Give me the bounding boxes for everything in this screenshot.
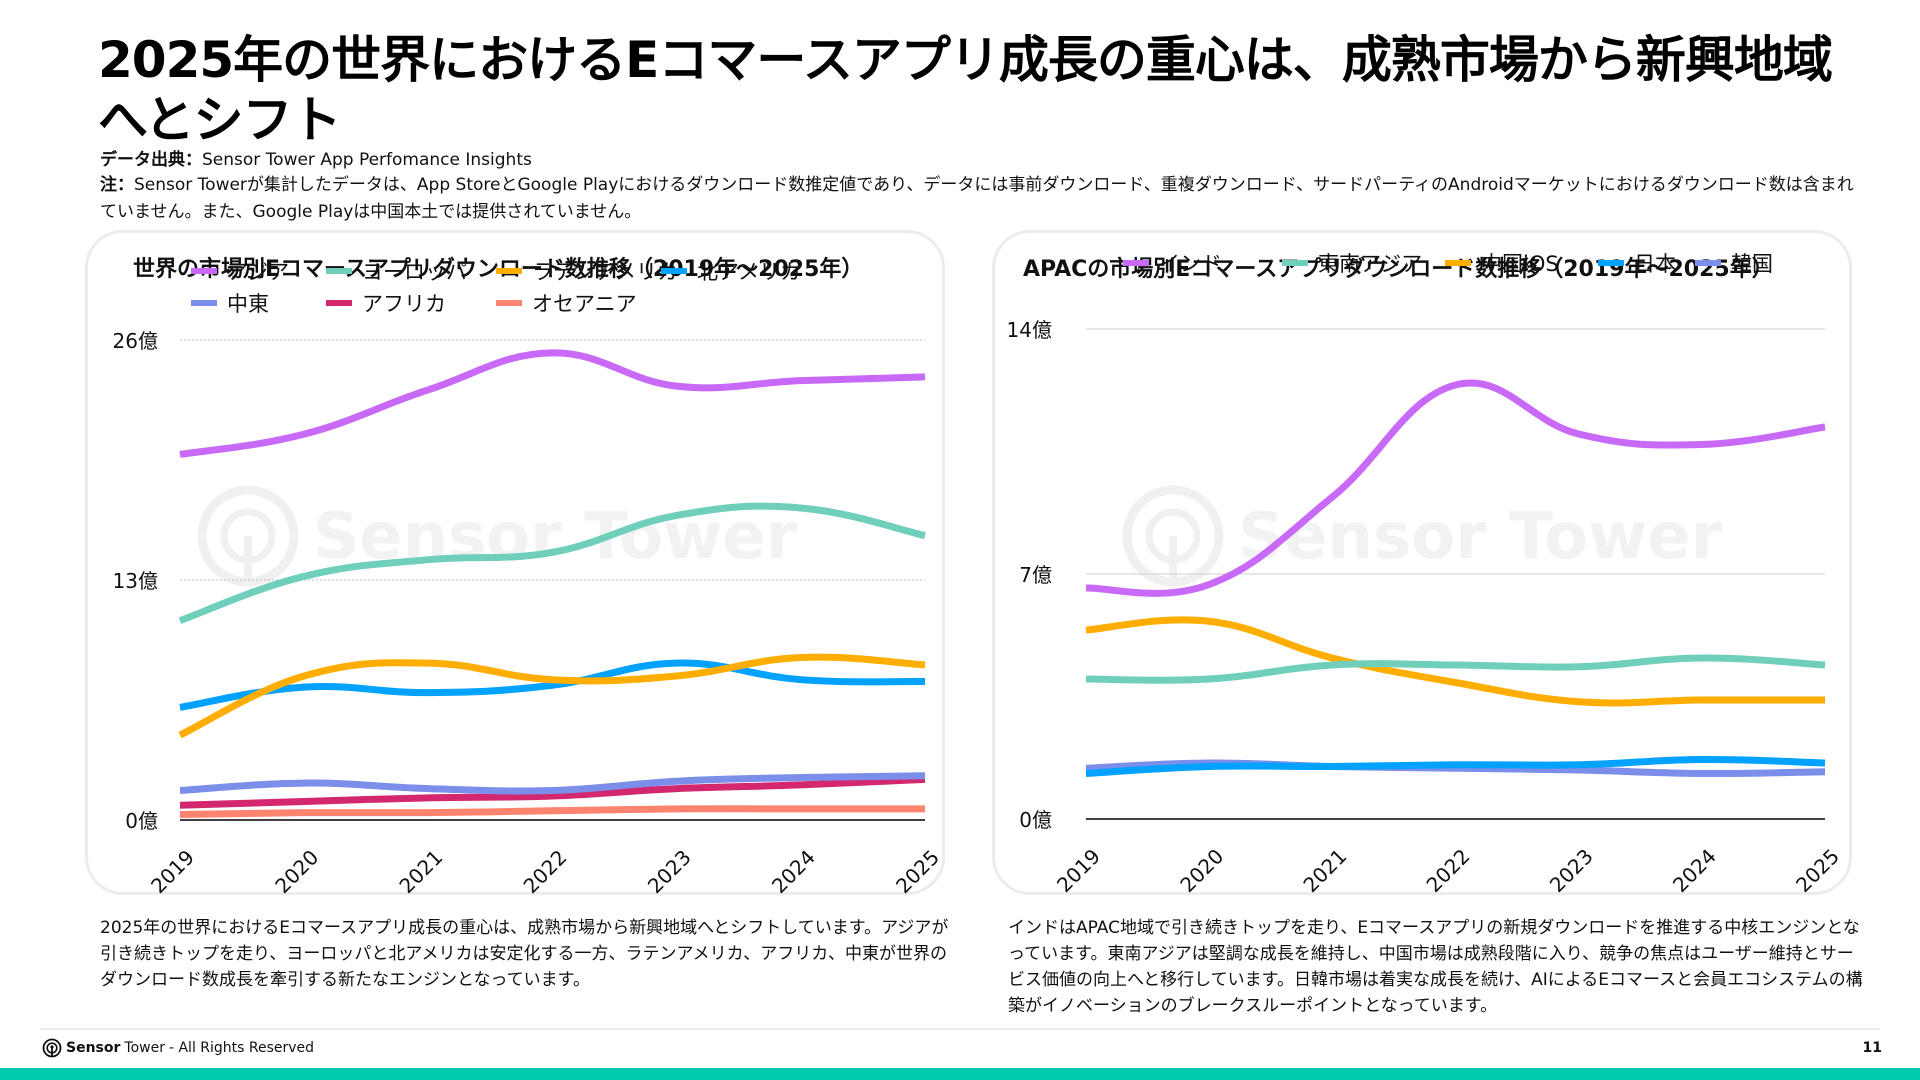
- apac-line-chart: Sensor Tower 0億 7億 14億 2019 2020 2021 2022 2023 2…: [1007, 252, 1845, 897]
- x-tick-label: 2019: [1052, 844, 1105, 897]
- legend-label: 中国iOS: [1481, 252, 1559, 276]
- x-tick-label: 2024: [1668, 844, 1721, 897]
- x-tick-label: 2025: [1791, 844, 1844, 897]
- x-tick-label: 2022: [519, 845, 572, 898]
- y-tick-label: 13億: [113, 569, 158, 593]
- legend-item[interactable]: 東南アジア: [1282, 252, 1422, 276]
- global-line-chart: Sensor Tower 0億 13億 26億 2019 2020 2021 2022 2023…: [113, 260, 945, 898]
- footer-brand-strong: Sensor: [66, 1040, 121, 1056]
- x-tick-label: 2024: [767, 845, 820, 898]
- legend-item[interactable]: 中東: [191, 292, 269, 316]
- global-chart-card: 世界の市場別Eコマースアプリダウンロード数推移（2019年～2025年） Sen…: [85, 230, 945, 898]
- legend-label: 韓国: [1731, 252, 1773, 276]
- data-note-label: 注：: [100, 175, 134, 195]
- footer-rights: - All Rights Reserved: [168, 1040, 315, 1056]
- legend-item[interactable]: ヨーロッパ: [326, 260, 467, 284]
- apac-chart-card: APACの市場別Eコマースアプリダウンロード数推移（2019年～2025年） S…: [992, 230, 1852, 897]
- legend-item[interactable]: 中国iOS: [1445, 252, 1559, 276]
- data-note: 注：Sensor Towerが集計したデータは、App StoreとGoogle…: [100, 172, 1860, 226]
- y-tick-label: 7億: [1019, 563, 1052, 587]
- footer-brand: Sensor Tower - All Rights Reserved: [42, 1038, 314, 1058]
- legend-item[interactable]: 北アメリカ: [661, 260, 801, 284]
- legend-label: 中東: [227, 292, 269, 316]
- legend-label: アジア: [227, 260, 289, 284]
- legend-item[interactable]: 日本: [1598, 252, 1676, 276]
- x-tick-label: 2020: [270, 845, 323, 898]
- x-tick-label: 2020: [1175, 844, 1228, 897]
- legend-swatch: [191, 300, 217, 306]
- series-line-1: [179, 349, 926, 458]
- x-tick-label: 2022: [1422, 844, 1475, 897]
- footer-brand-light: Tower: [124, 1040, 165, 1056]
- watermark-logo-icon: [1122, 485, 1224, 587]
- sensor-tower-watermark: Sensor Tower: [1122, 485, 1723, 587]
- legend-swatch: [1282, 260, 1308, 266]
- legend-item[interactable]: オセアニア: [496, 292, 637, 316]
- x-tick-label: 2025: [891, 845, 944, 898]
- legend-swatch: [1123, 260, 1149, 266]
- apac-description: インドはAPAC地域で引き続きトップを走り、Eコマースアプリの新規ダウンロードを…: [1008, 918, 1863, 1016]
- legend-swatch: [326, 268, 352, 274]
- legend-label: 日本: [1634, 252, 1676, 276]
- legend-label: ラテンアメリカ: [532, 260, 678, 284]
- legend-item[interactable]: アフリカ: [326, 292, 446, 316]
- legend-label: インド: [1159, 252, 1222, 276]
- sensor-tower-logo-icon: [42, 1038, 62, 1058]
- watermark-logo-icon: [197, 485, 299, 587]
- x-tick-label: 2021: [394, 845, 447, 898]
- legend-label: オセアニア: [532, 292, 637, 316]
- data-note-value: Sensor Towerが集計したデータは、App StoreとGoogle P…: [100, 175, 1854, 222]
- y-tick-label: 0億: [1019, 808, 1052, 832]
- legend-swatch: [1598, 260, 1624, 266]
- legend-swatch: [1695, 260, 1721, 266]
- bottom-accent-bar: [0, 1068, 1920, 1080]
- y-tick-label: 0億: [125, 809, 158, 833]
- data-source: データ出典：Sensor Tower App Perfomance Insigh…: [100, 145, 532, 170]
- sensor-tower-watermark: Sensor Tower: [197, 485, 798, 587]
- legend-swatch: [191, 268, 217, 274]
- footer-divider: [40, 1028, 1880, 1030]
- y-tick-label: 26億: [113, 329, 158, 353]
- x-tick-label: 2023: [643, 845, 696, 898]
- legend-swatch: [661, 268, 687, 274]
- page-number: 11: [1862, 1040, 1882, 1056]
- legend-label: ヨーロッパ: [362, 260, 467, 284]
- x-tick-label: 2019: [146, 845, 199, 898]
- legend-swatch: [326, 300, 352, 306]
- series-line-7: [179, 805, 925, 818]
- data-source-value: Sensor Tower App Perfomance Insights: [202, 150, 532, 170]
- data-source-label: データ出典：: [100, 150, 202, 170]
- legend-swatch: [496, 268, 522, 274]
- legend-label: アフリカ: [362, 292, 446, 316]
- legend-item[interactable]: アジア: [191, 260, 289, 284]
- series-line-2: [1085, 654, 1826, 684]
- x-tick-label: 2023: [1545, 844, 1598, 897]
- legend-swatch: [496, 300, 522, 306]
- global-description: 2025年の世界におけるEコマースアプリ成長の重心は、成熟市場から新興地域へとシ…: [100, 918, 949, 990]
- series-line-3: [178, 653, 926, 739]
- legend-item[interactable]: インド: [1123, 252, 1222, 276]
- legend-item[interactable]: 韓国: [1695, 252, 1773, 276]
- y-tick-label: 14億: [1007, 318, 1052, 342]
- legend-label: 北アメリカ: [697, 260, 801, 284]
- x-tick-label: 2021: [1298, 844, 1351, 897]
- page-title: 2025年の世界におけるEコマースアプリ成長の重心は、成熟市場から新興地域へとシ…: [98, 31, 1833, 149]
- legend-swatch: [1445, 260, 1471, 266]
- legend-label: 東南アジア: [1318, 252, 1422, 276]
- legend-item[interactable]: ラテンアメリカ: [496, 260, 678, 284]
